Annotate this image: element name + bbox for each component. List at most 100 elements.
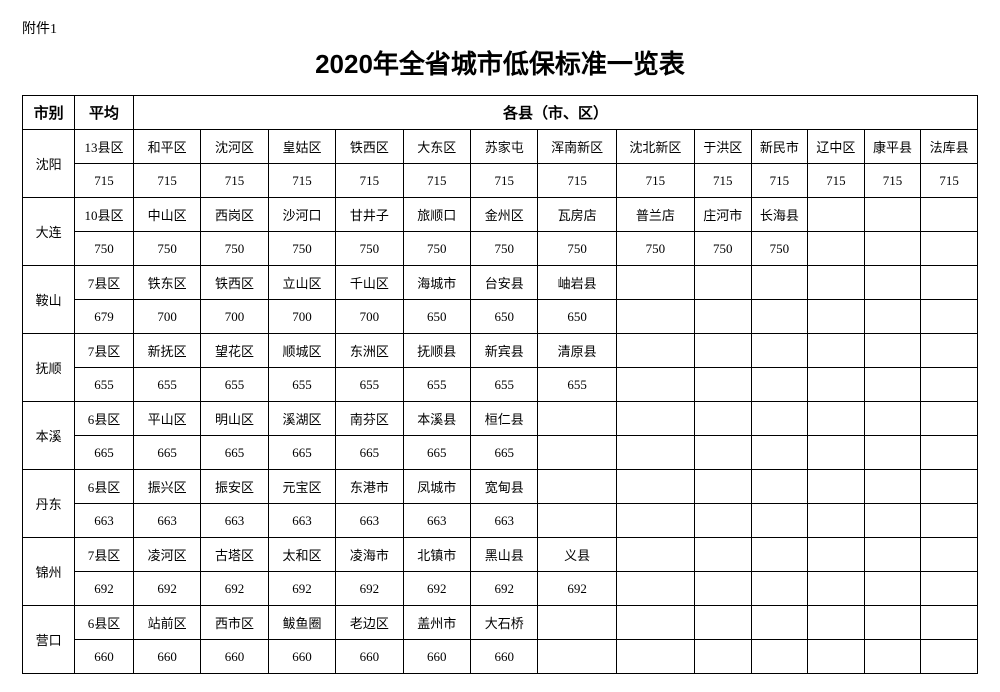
district-name-cell: 海城市: [403, 266, 470, 300]
district-value-cell: 663: [471, 504, 538, 538]
district-name-cell: 新抚区: [133, 334, 200, 368]
district-value-cell: [808, 436, 865, 470]
district-value-cell: [616, 572, 694, 606]
district-name-cell: 盖州市: [403, 606, 470, 640]
district-name-cell: [751, 470, 808, 504]
district-name-cell: [616, 334, 694, 368]
city-avg-cell: 663: [75, 504, 134, 538]
district-value-cell: [751, 436, 808, 470]
page-title: 2020年全省城市低保标准一览表: [22, 44, 978, 81]
district-name-cell: 长海县: [751, 198, 808, 232]
district-name-cell: 北镇市: [403, 538, 470, 572]
district-value-cell: [616, 300, 694, 334]
district-value-cell: [616, 436, 694, 470]
district-name-cell: [616, 538, 694, 572]
district-value-cell: [864, 368, 921, 402]
district-value-cell: 665: [403, 436, 470, 470]
district-name-cell: [751, 334, 808, 368]
district-name-cell: 凤城市: [403, 470, 470, 504]
header-city: 市别: [23, 96, 75, 130]
district-name-cell: 凌河区: [133, 538, 200, 572]
city-summary-cell: 13县区: [75, 130, 134, 164]
district-value-cell: [864, 640, 921, 674]
district-name-cell: [751, 538, 808, 572]
district-name-cell: 中山区: [133, 198, 200, 232]
city-summary-cell: 7县区: [75, 266, 134, 300]
district-value-cell: 660: [133, 640, 200, 674]
district-name-cell: 铁西区: [336, 130, 403, 164]
district-name-cell: 桓仁县: [471, 402, 538, 436]
district-value-cell: 650: [471, 300, 538, 334]
district-name-cell: 振兴区: [133, 470, 200, 504]
district-value-cell: 700: [336, 300, 403, 334]
district-value-cell: [864, 300, 921, 334]
table-row: 营口6县区站前区西市区鲅鱼圈老边区盖州市大石桥: [23, 606, 978, 640]
district-name-cell: [921, 606, 978, 640]
district-name-cell: [695, 402, 752, 436]
district-value-cell: [695, 368, 752, 402]
district-value-cell: 750: [268, 232, 335, 266]
district-name-cell: 铁西区: [201, 266, 268, 300]
district-name-cell: 千山区: [336, 266, 403, 300]
district-name-cell: 西市区: [201, 606, 268, 640]
district-value-cell: 663: [268, 504, 335, 538]
district-value-cell: 715: [538, 164, 616, 198]
district-name-cell: 大东区: [403, 130, 470, 164]
district-value-cell: 655: [268, 368, 335, 402]
city-name-cell: 锦州: [23, 538, 75, 606]
district-name-cell: 皇姑区: [268, 130, 335, 164]
district-name-cell: [921, 402, 978, 436]
district-value-cell: 665: [471, 436, 538, 470]
city-name-cell: 鞍山: [23, 266, 75, 334]
district-value-cell: [921, 368, 978, 402]
district-name-cell: 义县: [538, 538, 616, 572]
district-value-cell: 650: [538, 300, 616, 334]
district-name-cell: [921, 266, 978, 300]
table-row: 大连10县区中山区西岗区沙河口甘井子旅顺口金州区瓦房店普兰店庄河市长海县: [23, 198, 978, 232]
district-name-cell: [921, 538, 978, 572]
district-value-cell: 700: [201, 300, 268, 334]
district-name-cell: 普兰店: [616, 198, 694, 232]
city-name-cell: 大连: [23, 198, 75, 266]
district-value-cell: [616, 640, 694, 674]
city-avg-cell: 665: [75, 436, 134, 470]
district-value-cell: [808, 368, 865, 402]
table-row: 679700700700700650650650: [23, 300, 978, 334]
district-value-cell: [751, 300, 808, 334]
standards-table: 市别 平均 各县（市、区） 沈阳13县区和平区沈河区皇姑区铁西区大东区苏家屯浑南…: [22, 95, 978, 674]
district-name-cell: 顺城区: [268, 334, 335, 368]
district-value-cell: [538, 436, 616, 470]
district-value-cell: [808, 300, 865, 334]
district-value-cell: 655: [403, 368, 470, 402]
district-name-cell: 庄河市: [695, 198, 752, 232]
district-name-cell: 大石桥: [471, 606, 538, 640]
table-row: 692692692692692692692692: [23, 572, 978, 606]
district-name-cell: [616, 266, 694, 300]
district-value-cell: 750: [616, 232, 694, 266]
district-value-cell: 750: [403, 232, 470, 266]
district-value-cell: 655: [201, 368, 268, 402]
district-value-cell: [808, 232, 865, 266]
district-name-cell: 岫岩县: [538, 266, 616, 300]
city-avg-cell: 660: [75, 640, 134, 674]
district-value-cell: 715: [133, 164, 200, 198]
district-name-cell: [921, 470, 978, 504]
city-summary-cell: 6县区: [75, 606, 134, 640]
city-name-cell: 丹东: [23, 470, 75, 538]
district-name-cell: 辽中区: [808, 130, 865, 164]
district-name-cell: 铁东区: [133, 266, 200, 300]
district-name-cell: 金州区: [471, 198, 538, 232]
district-value-cell: 750: [201, 232, 268, 266]
district-value-cell: [751, 504, 808, 538]
district-name-cell: 南芬区: [336, 402, 403, 436]
district-name-cell: [808, 538, 865, 572]
district-name-cell: 沙河口: [268, 198, 335, 232]
city-name-cell: 营口: [23, 606, 75, 674]
table-row: 沈阳13县区和平区沈河区皇姑区铁西区大东区苏家屯浑南新区沈北新区于洪区新民市辽中…: [23, 130, 978, 164]
header-districts: 各县（市、区）: [133, 96, 977, 130]
district-name-cell: 新宾县: [471, 334, 538, 368]
district-name-cell: [864, 402, 921, 436]
district-name-cell: 鲅鱼圈: [268, 606, 335, 640]
district-value-cell: 655: [336, 368, 403, 402]
district-value-cell: [751, 572, 808, 606]
